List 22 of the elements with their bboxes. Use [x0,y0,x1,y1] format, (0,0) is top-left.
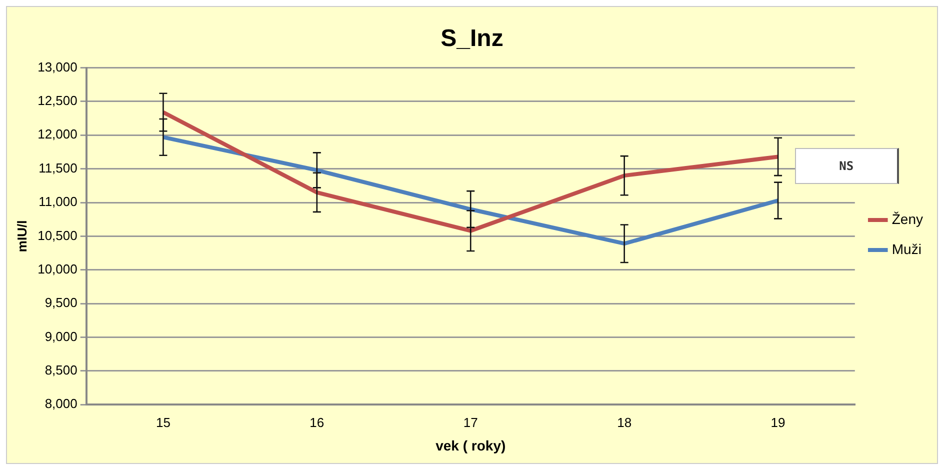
y-tick-label: 12,000 [38,126,78,142]
y-tick-label: 10,500 [38,228,78,243]
y-tick-label: 9,500 [44,295,78,310]
legend-label: Muži [892,240,922,257]
y-tick-label: 8,000 [44,396,78,412]
x-tick-label: 16 [310,414,324,430]
x-tick-label: 15 [156,414,170,430]
legend-label: Ženy [892,210,923,227]
x-axis-title: vek ( roky) [436,437,506,454]
y-tick-label: 9,000 [44,328,78,344]
x-tick-label: 17 [463,414,478,430]
y-axis-title: mIU/l [14,220,30,252]
x-tick-label: 18 [617,414,632,430]
y-tick-label: 12,500 [38,93,78,108]
x-tick-label: 19 [770,414,786,430]
y-tick-label: 8,500 [44,362,78,378]
y-tick-label: 10,000 [38,261,78,276]
y-tick-label: 11,500 [38,160,78,176]
note-box: NS [794,148,899,184]
y-tick-label: 11,000 [38,194,78,210]
y-tick-label: 13,000 [38,59,78,74]
chart-title: S_Inz [440,25,504,52]
